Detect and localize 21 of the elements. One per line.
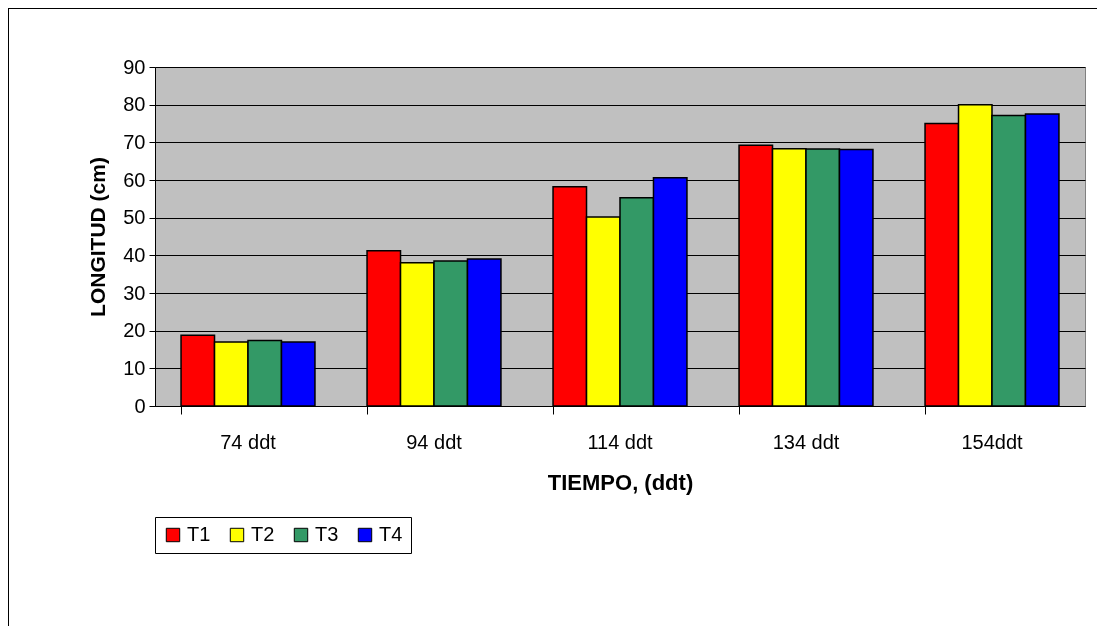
legend-label: T3 <box>315 523 339 545</box>
legend-label: T2 <box>251 523 275 545</box>
y-tick-label: 30 <box>123 281 146 304</box>
x-tick-label: 74 ddt <box>220 430 277 453</box>
y-axis-title: LONGITUD (cm) <box>86 157 110 317</box>
y-tick-label: 0 <box>134 394 146 417</box>
y-tick-label: 70 <box>123 130 146 153</box>
y-tick-label: 40 <box>123 243 146 266</box>
y-tick-label: 20 <box>123 319 146 342</box>
legend-label: T4 <box>379 523 403 545</box>
x-tick-label: 114 ddt <box>587 430 654 453</box>
y-tick-label: 10 <box>123 356 146 379</box>
y-tick-label: 60 <box>123 168 146 191</box>
y-tick-label: 50 <box>123 206 146 229</box>
y-tick-label: 90 <box>123 55 146 78</box>
x-tick-label: 94 ddt <box>406 430 463 453</box>
x-axis-title: TIEMPO, (ddt) <box>547 469 694 495</box>
x-tick-label: 154ddt <box>961 430 1024 453</box>
x-tick-label: 134 ddt <box>772 430 840 453</box>
legend-label: T1 <box>187 523 211 545</box>
y-tick-label: 80 <box>123 93 146 116</box>
